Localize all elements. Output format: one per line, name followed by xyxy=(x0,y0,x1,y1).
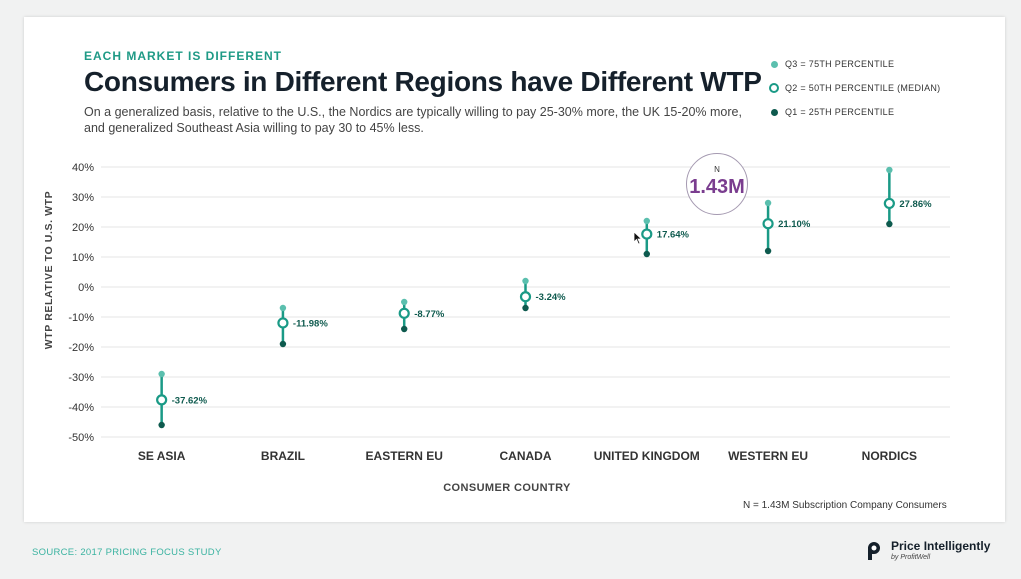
y-tick-label: -50% xyxy=(68,432,94,444)
q1-point xyxy=(522,304,529,312)
y-tick-label: -40% xyxy=(68,402,94,414)
q3-point xyxy=(522,277,529,285)
median-point xyxy=(762,218,774,230)
y-tick-label: 0% xyxy=(78,282,94,294)
mouse-cursor-icon xyxy=(633,231,643,245)
median-point xyxy=(519,291,532,303)
q1-point xyxy=(158,421,165,429)
x-category-label: SE ASIA xyxy=(138,449,186,463)
median-data-label: -37.62% xyxy=(172,395,208,406)
q3-point xyxy=(279,304,287,312)
y-tick-label: 40% xyxy=(72,162,94,174)
source-note: SOURCE: 2017 PRICING FOCUS STUDY xyxy=(32,547,222,558)
legend-q3-dot xyxy=(770,60,778,68)
y-axis-label: WTP RELATIVE TO U.S. WTP xyxy=(43,191,55,350)
median-point xyxy=(277,317,289,329)
brand-subtitle: by ProfitWell xyxy=(891,554,931,561)
median-point xyxy=(398,307,410,319)
sample-size-label: N xyxy=(714,165,720,174)
median-point xyxy=(883,197,895,210)
legend-item-q2: Q2 = 50TH PERCENTILE (MEDIAN) xyxy=(763,76,940,100)
legend-item-q3: Q3 = 75TH PERCENTILE xyxy=(763,52,940,76)
x-axis-label: CONSUMER COUNTRY xyxy=(443,482,571,494)
brand-name: Price Intelligently xyxy=(891,539,991,553)
q1-point xyxy=(764,247,772,255)
median-data-label: -11.98% xyxy=(293,318,328,329)
sample-size-value: 1.43M xyxy=(689,176,745,198)
q1-point xyxy=(401,325,408,333)
legend-q2-label: Q2 = 50TH PERCENTILE (MEDIAN) xyxy=(785,83,941,93)
legend-q2-ring xyxy=(769,83,779,93)
y-tick-label: -20% xyxy=(68,342,94,354)
legend-q3-label: Q3 = 75TH PERCENTILE xyxy=(785,59,895,69)
y-tick-label: 20% xyxy=(72,222,94,234)
y-tick-label: 10% xyxy=(72,252,94,264)
q3-point xyxy=(886,166,893,174)
median-data-label: 17.64% xyxy=(657,230,690,241)
footnote: N = 1.43M Subscription Company Consumers xyxy=(743,500,947,511)
price-intelligently-logo-icon xyxy=(868,542,880,560)
x-category-label: EASTERN EU xyxy=(366,449,443,463)
legend-q1-label: Q1 = 25TH PERCENTILE xyxy=(785,107,895,117)
y-tick-label: -30% xyxy=(68,372,94,384)
y-tick-label: -10% xyxy=(68,312,94,324)
sample-size-bubble: N 1.43M xyxy=(686,153,748,215)
chart-card xyxy=(24,17,1005,522)
x-category-label: CANADA xyxy=(500,449,552,463)
q3-point xyxy=(764,199,772,207)
chart-legend: Q3 = 75TH PERCENTILE Q2 = 50TH PERCENTIL… xyxy=(763,52,940,124)
q3-point xyxy=(643,217,650,225)
brand-logo: Price Intelligently by ProfitWell xyxy=(866,539,991,563)
x-category-label: WESTERN EU xyxy=(728,449,808,463)
median-data-label: 27.86% xyxy=(899,199,932,210)
legend-q1-dot xyxy=(770,108,778,116)
eyebrow-label: EACH MARKET IS DIFFERENT xyxy=(84,49,282,63)
median-point xyxy=(641,228,653,240)
q1-point xyxy=(279,340,287,348)
page-subtitle: On a generalized basis, relative to the … xyxy=(84,105,742,135)
median-data-label: -3.24% xyxy=(536,292,567,303)
page-title: Consumers in Different Regions have Diff… xyxy=(84,66,762,97)
median-data-label: -8.77% xyxy=(414,309,445,320)
q1-point xyxy=(886,220,893,228)
legend-item-q1: Q1 = 25TH PERCENTILE xyxy=(763,100,940,124)
q3-point xyxy=(158,370,165,378)
q1-point xyxy=(643,250,650,258)
median-data-label: 21.10% xyxy=(778,219,811,230)
median-point xyxy=(156,394,168,406)
x-category-label: NORDICS xyxy=(862,449,917,463)
y-tick-label: 30% xyxy=(72,192,94,204)
x-category-label: BRAZIL xyxy=(261,449,305,463)
q3-point xyxy=(401,298,408,306)
x-category-label: UNITED KINGDOM xyxy=(594,449,700,463)
